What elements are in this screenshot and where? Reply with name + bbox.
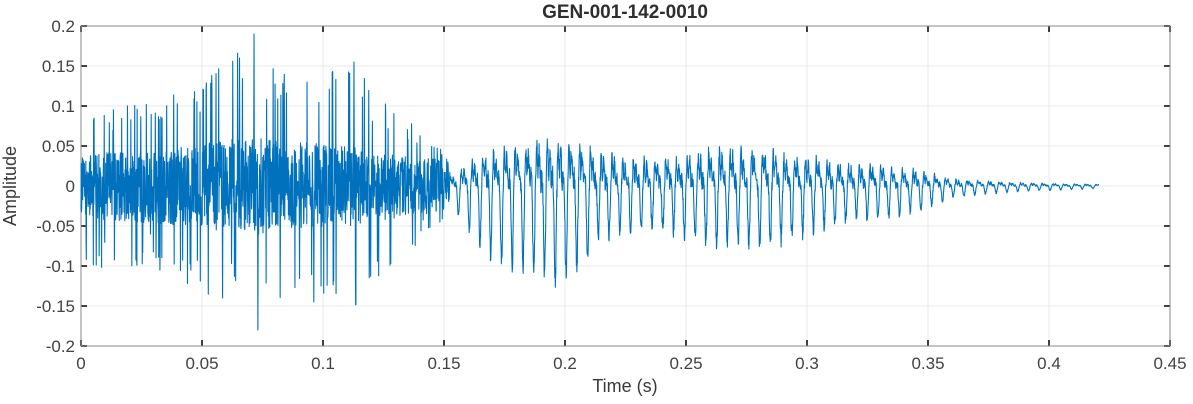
y-axis-label: Amplitude [0, 146, 20, 226]
x-tick-labels: 0 0.05 0.1 0.15 0.2 0.25 0.3 0.35 0.4 0.45 [76, 354, 1186, 373]
y-tick-labels: -0.2 -0.15 -0.1 -0.05 0 0.05 0.1 0.15 0.2 [36, 17, 75, 356]
x-tick-label: 0.3 [795, 354, 819, 373]
y-tick-label: 0.15 [42, 57, 75, 76]
y-tick-label: -0.15 [36, 297, 75, 316]
x-tick-label: 0 [76, 354, 85, 373]
x-tick-label: 0.1 [311, 354, 335, 373]
x-tick-label: 0.15 [427, 354, 460, 373]
y-tick-label: 0.1 [51, 97, 75, 116]
x-tick-label: 0.4 [1037, 354, 1061, 373]
x-tick-label: 0.45 [1153, 354, 1186, 373]
chart-title: GEN-001-142-0010 [542, 2, 708, 23]
waveform-line [80, 33, 1100, 331]
x-tick-label: 0.25 [669, 354, 702, 373]
y-tick-label: -0.1 [46, 257, 75, 276]
x-tick-label: 0.2 [553, 354, 577, 373]
y-tick-label: 0 [66, 177, 75, 196]
x-tick-label: 0.35 [911, 354, 944, 373]
x-tick-label: 0.05 [185, 354, 218, 373]
y-tick-label: 0.05 [42, 137, 75, 156]
x-axis-label: Time (s) [592, 376, 657, 396]
y-tick-label: 0.2 [51, 17, 75, 36]
y-tick-label: -0.2 [46, 337, 75, 356]
y-tick-label: -0.05 [36, 217, 75, 236]
